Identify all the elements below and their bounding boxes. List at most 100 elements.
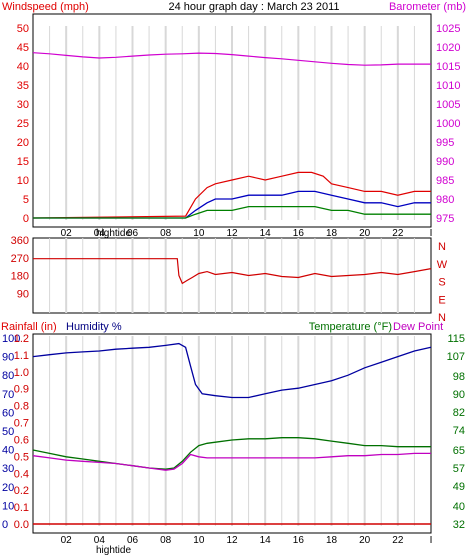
- wind-tick-label: 30: [17, 99, 29, 111]
- wind-tick-label: 25: [17, 118, 29, 130]
- wind-low-line: [33, 205, 431, 219]
- wind-tick-label: 0: [23, 213, 29, 225]
- x-tick-label: 10: [193, 535, 205, 546]
- temperature-tick-label: 40: [453, 501, 465, 513]
- barometer-tick-label: 1020: [436, 42, 460, 54]
- marks-layer: [32, 52, 432, 525]
- direction-tick-label: 270: [11, 253, 29, 265]
- rainfall-tick-label: 0.0: [14, 519, 29, 531]
- x-tick-label: 08: [160, 228, 172, 239]
- x-tick-label: 14: [260, 228, 272, 239]
- rainfall-tick-label: 0.7: [14, 418, 29, 430]
- wind-tick-label: 35: [17, 80, 29, 92]
- wind-direction-line: [33, 258, 432, 285]
- temperature-tick-label: 115: [447, 333, 465, 345]
- wind-tick-label: 15: [17, 156, 29, 168]
- x-tick-label: 06: [127, 535, 139, 546]
- barometer-tick-label: 1000: [436, 118, 460, 130]
- rainfall-tick-label: 0.9: [14, 384, 29, 396]
- rainfall-tick-label: 1.1: [14, 350, 29, 362]
- compass-label: N: [438, 312, 446, 324]
- hightide-label: hightide: [96, 228, 131, 239]
- humidity-tick-label: 40: [2, 445, 14, 457]
- humidity-tick-label: 80: [2, 370, 14, 382]
- chart-title: 24 hour graph day : March 23 2011: [168, 1, 339, 13]
- rainfall-tick-label: 0.8: [14, 401, 29, 413]
- x-tick-label: 22: [392, 228, 404, 239]
- temperature-tick-label: 98: [453, 371, 465, 383]
- temperature-tick-label: 57: [453, 463, 465, 475]
- x-tick-label: 22: [392, 535, 404, 546]
- barometer-tick-label: 975: [436, 213, 454, 225]
- hightide-label: hightide: [96, 545, 131, 556]
- wind-tick-label: 20: [17, 137, 29, 149]
- barometer-line: [32, 52, 431, 66]
- humidity-tick-label: 0: [2, 519, 8, 531]
- humidity-tick-label: 100: [2, 333, 20, 345]
- humidity-tick-label: 50: [2, 426, 14, 438]
- x-tick-label: 06: [127, 228, 139, 239]
- humidity-tick-label: 60: [2, 407, 14, 419]
- humidity-tick-label: 10: [2, 500, 14, 512]
- x-tick-label: 14: [260, 535, 272, 546]
- barometer-tick-label: 990: [436, 156, 454, 168]
- direction-tick-label: 360: [11, 235, 29, 247]
- rainfall-axis-label: Rainfall (in): [1, 321, 57, 333]
- x-tick-label: 04: [94, 228, 106, 239]
- barometer-axis-label: Barometer (mb): [389, 1, 466, 13]
- temperature-tick-label: 32: [453, 519, 465, 531]
- rainfall-tick-label: 1.0: [14, 367, 29, 379]
- dewpoint-line: [32, 452, 431, 471]
- barometer-tick-label: 995: [436, 137, 454, 149]
- compass-label: S: [438, 277, 445, 289]
- wind-tick-label: 45: [17, 42, 29, 54]
- rainfall-tick-label: 0.1: [14, 502, 29, 514]
- x-tick-label: 10: [193, 228, 205, 239]
- wind-tick-label: 40: [17, 61, 29, 73]
- grid-layer: [49, 26, 415, 526]
- rainfall-tick-label: 0.2: [14, 485, 29, 497]
- direction-tick-label: 180: [11, 271, 29, 283]
- temperature-tick-label: 74: [453, 425, 465, 437]
- humidity-tick-label: 90: [2, 352, 14, 364]
- direction-tick-label: 90: [17, 288, 29, 300]
- x-tick-label: 18: [326, 228, 338, 239]
- x-tick-label: 08: [160, 535, 172, 546]
- barometer-tick-label: 1010: [436, 80, 460, 92]
- rainfall-tick-label: 0.5: [14, 451, 29, 463]
- wind-gust-line: [32, 171, 431, 219]
- rainfall-tick-label: 0.4: [14, 468, 29, 480]
- temperature-tick-label: 65: [453, 445, 465, 457]
- x-tick-label: I: [430, 535, 433, 546]
- humidity-tick-label: 20: [2, 482, 14, 494]
- wind-average-line: [33, 190, 431, 219]
- humidity-tick-label: 30: [2, 463, 14, 475]
- rainfall-tick-label: 1.2: [14, 333, 29, 345]
- temperature-tick-label: 90: [453, 389, 465, 401]
- x-tick-label: 20: [359, 535, 371, 546]
- rainfall-tick-label: 0.6: [14, 434, 29, 446]
- compass-label: W: [437, 259, 448, 271]
- temperature-tick-label: 107: [447, 351, 465, 363]
- barometer-tick-label: 1015: [436, 61, 460, 73]
- temperature-tick-label: 49: [453, 481, 465, 493]
- humidity-line: [32, 342, 432, 399]
- x-tick-label: 04: [94, 535, 106, 546]
- temperature-axis-label: Temperature (°F): [309, 321, 392, 333]
- x-tick-label: 16: [293, 535, 305, 546]
- dewpoint-axis-label: Dew Point: [393, 321, 443, 333]
- windspeed-axis-label: Windspeed (mph): [2, 1, 89, 13]
- humidity-axis-label: Humidity %: [66, 321, 122, 333]
- wind-tick-label: 5: [23, 194, 29, 206]
- x-tick-label: 16: [293, 228, 305, 239]
- compass-label: N: [438, 241, 446, 253]
- x-tick-label: I: [430, 228, 433, 239]
- x-tick-label: 02: [61, 535, 73, 546]
- x-tick-label: 12: [226, 228, 238, 239]
- ticks-layer: 0510152025303540455097598098599099510001…: [2, 23, 465, 556]
- wind-tick-label: 10: [17, 175, 29, 187]
- wind-tick-label: 50: [17, 23, 29, 35]
- barometer-tick-label: 980: [436, 194, 454, 206]
- x-tick-label: 20: [359, 228, 371, 239]
